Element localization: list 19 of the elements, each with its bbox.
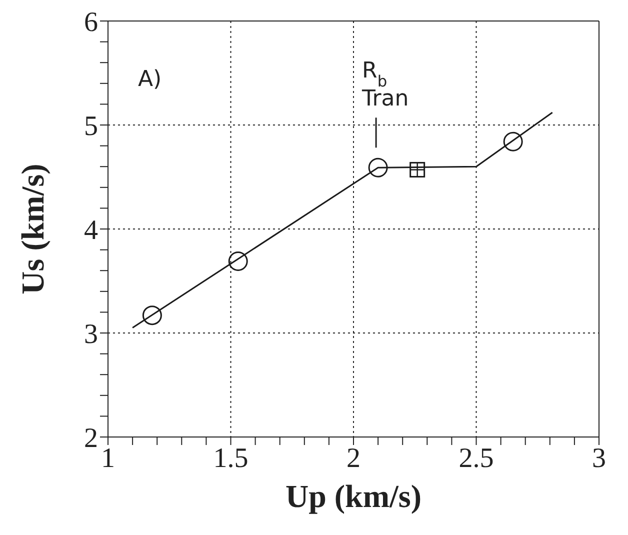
y-tick-label: 2 [84, 422, 98, 454]
x-tick-label: 2.5 [458, 442, 494, 474]
point [142, 306, 162, 326]
point [368, 158, 388, 178]
annotation: R$_{b}$ Tran [361, 58, 409, 112]
y-tick-label: 3 [84, 318, 98, 350]
x-axis-title: Up (km/s) [285, 478, 422, 514]
point [228, 251, 248, 271]
point [503, 132, 523, 152]
point [410, 162, 426, 178]
x-tick-label: 1.5 [213, 442, 248, 474]
x-tick-label: 3 [592, 442, 606, 474]
x-tick-label: 2 [346, 442, 360, 474]
y-tick-label: 4 [84, 214, 98, 246]
x-tick-label: 1 [101, 442, 115, 474]
y-tick-label: 6 [84, 6, 98, 38]
y-axis-title: Us (km/s) [14, 164, 50, 294]
annotation: A) [138, 67, 162, 92]
y-tick-label: 5 [84, 110, 98, 142]
